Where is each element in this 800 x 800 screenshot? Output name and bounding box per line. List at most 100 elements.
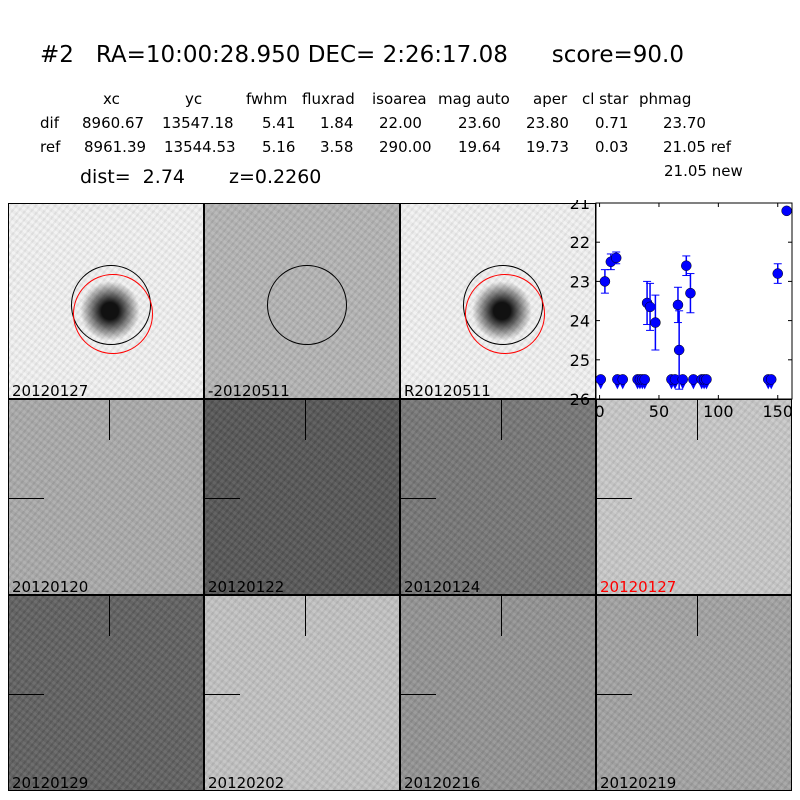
- crosshair-vline: [305, 596, 307, 636]
- table-cell: 23.60: [458, 114, 501, 132]
- upper-limit-arrow: [641, 383, 648, 390]
- column-header: fwhm: [246, 90, 288, 108]
- data-point: [681, 260, 692, 271]
- crosshair-vline: [697, 400, 699, 440]
- stamp-date-label: R20120511: [404, 382, 491, 399]
- crosshair-vline: [697, 596, 699, 636]
- column-header: fluxrad: [302, 90, 355, 108]
- crosshair-hline: [9, 694, 44, 696]
- table-cell: 5.41: [262, 114, 296, 132]
- upper-limit-point: [677, 374, 688, 385]
- image-stamp: -20120511: [204, 203, 400, 399]
- upper-limit-arrow: [619, 383, 626, 390]
- column-header: cl star: [582, 90, 629, 108]
- table-cell: 0.03: [595, 138, 629, 156]
- upper-limit-arrow: [703, 383, 710, 390]
- red-aperture-circle: [465, 274, 545, 354]
- table-cell: 0.71: [595, 114, 629, 132]
- y-tick-label: 22: [570, 233, 590, 252]
- stamp-date-label: 20120127: [600, 578, 677, 595]
- upper-limit-point: [765, 374, 777, 385]
- table-cell: 8961.39: [84, 138, 147, 156]
- table-cell: 1.84: [320, 114, 354, 132]
- data-point: [672, 299, 684, 311]
- light-curve-plot: 21 22 23 24 25 260 50 100 150: [570, 200, 793, 421]
- upper-limit-arrow: [614, 383, 621, 390]
- upper-limit-arrow: [768, 383, 775, 390]
- image-stamp: 20120219: [596, 595, 792, 791]
- crosshair-hline: [597, 694, 632, 696]
- crosshair-vline: [109, 596, 111, 636]
- candidate-title: #2 RA=10:00:28.950 DEC= 2:26:17.08 score…: [40, 42, 684, 68]
- table-cell: 23.70: [663, 114, 706, 132]
- stamp-date-label: -20120511: [208, 382, 290, 399]
- column-header: mag auto: [438, 90, 510, 108]
- table-cell: 5.16: [262, 138, 296, 156]
- upper-limit-arrow: [690, 383, 697, 390]
- image-stamp: 20120129: [8, 595, 204, 791]
- table-cell: 290.00: [379, 138, 432, 156]
- image-stamp: 20120202: [204, 595, 400, 791]
- upper-limit-arrow: [679, 383, 686, 390]
- stamp-date-label: 20120127: [12, 382, 89, 399]
- source-blob: [98, 488, 122, 512]
- stamp-date-label: 20120216: [404, 774, 481, 791]
- stamp-date-label: 20120219: [600, 774, 677, 791]
- phmag-new: 21.05 new: [664, 162, 743, 180]
- x-tick-label: 100: [703, 402, 734, 421]
- crosshair-hline: [401, 694, 436, 696]
- black-aperture-circle: [267, 265, 347, 345]
- y-tick-label: 23: [570, 272, 590, 291]
- crosshair-hline: [205, 498, 240, 500]
- upper-limit-point: [701, 374, 712, 385]
- table-cell: 13547.18: [162, 114, 234, 132]
- table-cell: 19.64: [458, 138, 501, 156]
- source-blob: [686, 684, 710, 708]
- row-label-ref: ref: [40, 138, 61, 156]
- image-stamp: 20120124: [400, 399, 596, 595]
- x-tick-label: 0: [594, 402, 604, 421]
- stamp-date-label: 20120122: [208, 578, 285, 595]
- table-cell: 22.00: [379, 114, 422, 132]
- x-tick-label: 150: [762, 402, 793, 421]
- column-header: yc: [185, 90, 203, 108]
- data-point: [599, 276, 611, 287]
- red-aperture-circle: [73, 274, 153, 354]
- source-blob: [490, 684, 514, 708]
- table-cell: 3.58: [320, 138, 354, 156]
- upper-limit-point: [639, 374, 650, 385]
- y-tick-label: 26: [570, 390, 590, 409]
- stamp-date-label: 20120129: [12, 774, 89, 791]
- y-tick-label: 21: [570, 200, 590, 213]
- data-point: [644, 301, 656, 313]
- upper-limit-point: [595, 374, 607, 385]
- stamp-date-label: 20120120: [12, 578, 89, 595]
- source-blob: [490, 488, 514, 512]
- table-cell: 13544.53: [164, 138, 236, 156]
- image-stamp: 20120127: [8, 203, 204, 399]
- image-stamp: 20120216: [400, 595, 596, 791]
- crosshair-vline: [501, 400, 503, 440]
- upper-limit-arrow: [671, 383, 678, 390]
- source-blob: [294, 488, 318, 512]
- image-stamp: 20120120: [8, 399, 204, 595]
- stamp-date-label: 20120124: [404, 578, 481, 595]
- column-header: isoarea: [372, 90, 427, 108]
- crosshair-hline: [401, 498, 436, 500]
- table-cell: 21.05 ref: [663, 138, 732, 156]
- source-blob: [686, 488, 710, 512]
- crosshair-hline: [597, 498, 632, 500]
- data-point: [772, 268, 783, 279]
- crosshair-vline: [501, 596, 503, 636]
- upper-limit-point: [617, 374, 628, 385]
- data-point: [781, 205, 792, 217]
- data-point: [685, 287, 696, 299]
- plot-frame: [595, 202, 793, 400]
- column-header: xc: [103, 90, 120, 108]
- data-point: [650, 317, 661, 328]
- source-blob: [294, 684, 318, 708]
- column-header: phmag: [639, 90, 692, 108]
- stamp-date-label: 20120202: [208, 774, 285, 791]
- image-stamp: R20120511: [400, 203, 596, 399]
- source-blob: [98, 684, 122, 708]
